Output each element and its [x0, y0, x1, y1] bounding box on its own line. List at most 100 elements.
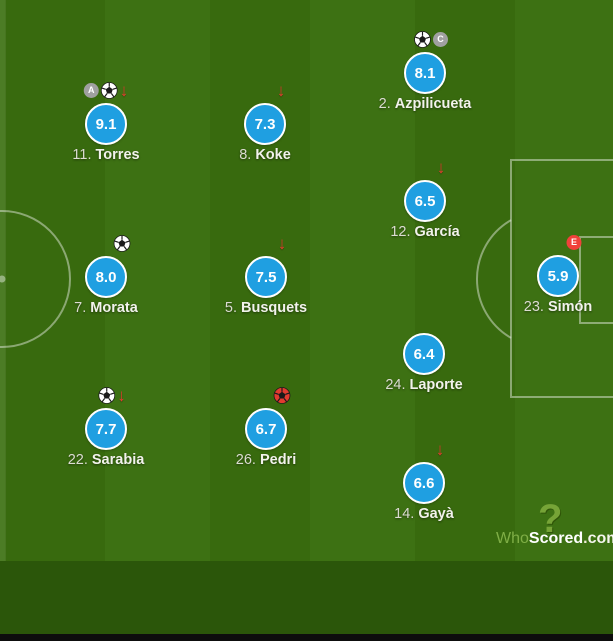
bottom-strip [0, 634, 613, 641]
sub-off-arrow-icon: ↓ [277, 233, 287, 253]
error-badge: E [566, 234, 582, 250]
goal-icon [113, 234, 131, 252]
rating-value: 7.5 [255, 268, 277, 286]
player-surname: Koke [255, 147, 291, 163]
player-koke-8[interactable]: ↓ 7.3 8. Koke [195, 81, 335, 171]
player-number: 5. [224, 300, 242, 316]
player-busquets-5[interactable]: ↓ 7.5 5. Busquets [196, 234, 336, 324]
player-badges: A ↓ [83, 80, 129, 100]
rating-circle: 9.1 [85, 103, 127, 145]
rating-circle: 6.6 [403, 462, 445, 504]
player-surname: García [414, 224, 460, 240]
player-number: 23. [523, 299, 548, 315]
pitch-markings [0, 159, 613, 398]
whoscored-logo: ? WhoScored.com [492, 499, 613, 557]
player-sarabia-22[interactable]: ↓ 7.7 22. Sarabia [36, 386, 176, 476]
sub-off-arrow-icon: ↓ [435, 439, 445, 459]
player-name-label: 22. Sarabia [36, 452, 176, 468]
player-name-label: 24. Laporte [354, 377, 494, 393]
rating-value: 8.1 [414, 64, 436, 82]
rating-value: 6.5 [414, 192, 436, 210]
player-surname: Torres [95, 147, 140, 163]
player-badges: ↓ [436, 440, 445, 458]
own-goal-icon [273, 386, 291, 404]
goal-icon [100, 81, 118, 99]
sub-off-arrow-icon: ↓ [436, 157, 446, 177]
player-garcia-12[interactable]: ↓ 6.5 12. García [355, 158, 495, 248]
rating-value: 8.0 [95, 268, 117, 286]
rating-value: 6.6 [413, 474, 435, 492]
question-mark-icon: ? [538, 499, 563, 533]
rating-value: 9.1 [95, 115, 117, 133]
captain-badge: C [433, 31, 448, 47]
player-torres-11[interactable]: A ↓ 9.1 11. Torres [36, 81, 176, 171]
player-number: 2. [378, 96, 395, 112]
player-name-label: 2. Azpilicueta [355, 96, 495, 112]
player-name-label: 8. Koke [195, 147, 335, 163]
player-badges: ↓ [277, 81, 286, 99]
goal-icon [98, 386, 116, 404]
player-azpilicueta-2[interactable]: C 8.1 2. Azpilicueta [355, 30, 495, 120]
pitch-left-edge [0, 0, 6, 561]
rating-circle: 8.1 [404, 52, 446, 94]
player-surname: Laporte [409, 377, 463, 393]
player-badges: ↓ [278, 234, 287, 252]
player-surname: Azpilicueta [394, 96, 472, 112]
player-gaya-14[interactable]: ↓ 6.6 14. Gayà [354, 440, 494, 530]
player-name-label: 26. Pedri [196, 452, 336, 468]
player-morata-7[interactable]: 8.0 7. Morata [36, 234, 176, 324]
rating-circle: 6.5 [404, 180, 446, 222]
player-simon-23[interactable]: E 5.9 23. Simón [488, 233, 613, 323]
player-surname: Pedri [259, 452, 297, 468]
sub-off-arrow-icon: ↓ [117, 385, 126, 405]
player-number: 22. [67, 452, 92, 468]
player-number: 12. [390, 224, 415, 240]
player-surname: Busquets [241, 300, 308, 316]
rating-circle: 7.3 [244, 103, 286, 145]
player-pedri-26[interactable]: 6.7 26. Pedri [196, 386, 336, 476]
player-name-label: 7. Morata [36, 300, 176, 316]
player-name-label: 23. Simón [488, 299, 613, 315]
player-badges: C [414, 30, 448, 48]
player-number: 11. [72, 147, 96, 163]
rating-value: 7.7 [95, 420, 117, 438]
rating-circle: 7.7 [85, 408, 127, 450]
sub-off-arrow-icon: ↓ [276, 80, 286, 100]
goal-icon [414, 30, 431, 48]
rating-circle: 5.9 [537, 255, 579, 297]
substitutes-bar: ‹ › ↑A6.84. Torres↑6.416. Rodri↑7.521. O… [0, 561, 613, 634]
player-name-label: 12. García [355, 224, 495, 240]
player-number: 26. [235, 452, 260, 468]
rating-circle: 8.0 [85, 256, 127, 298]
rating-value: 6.7 [255, 420, 277, 438]
player-name-label: 14. Gayà [354, 506, 494, 522]
logo-scored: Scored [528, 530, 584, 547]
player-badges: ↓ [437, 158, 446, 176]
player-badges: ↓ [98, 386, 126, 404]
logo-dot: . [583, 530, 588, 547]
rating-value: 6.4 [413, 345, 435, 363]
rating-value: 5.9 [547, 267, 569, 285]
rating-circle: 6.7 [245, 408, 287, 450]
rating-circle: 7.5 [245, 256, 287, 298]
logo-com: com [587, 530, 613, 547]
player-name-label: 11. Torres [36, 147, 176, 163]
player-name-label: 5. Busquets [196, 300, 336, 316]
player-laporte-24[interactable]: 6.4 24. Laporte [354, 311, 494, 401]
rating-value: 7.3 [254, 115, 276, 133]
player-number: 14. [394, 506, 419, 522]
player-number: 24. [385, 377, 410, 393]
player-number: 8. [239, 147, 256, 163]
pitch: A ↓ 9.1 11. Torres ↓ 7.3 8. Koke C 8.1 2. Azpilic… [0, 0, 613, 561]
sub-off-arrow-icon: ↓ [119, 80, 129, 100]
player-surname: Simón [547, 299, 593, 315]
player-badges [113, 234, 131, 252]
player-surname: Morata [90, 300, 138, 316]
player-surname: Gayà [418, 506, 454, 522]
logo-who: Who [496, 530, 529, 547]
player-surname: Sarabia [91, 452, 145, 468]
player-badges: E [566, 233, 582, 251]
player-number: 7. [74, 300, 91, 316]
rating-circle: 6.4 [403, 333, 445, 375]
